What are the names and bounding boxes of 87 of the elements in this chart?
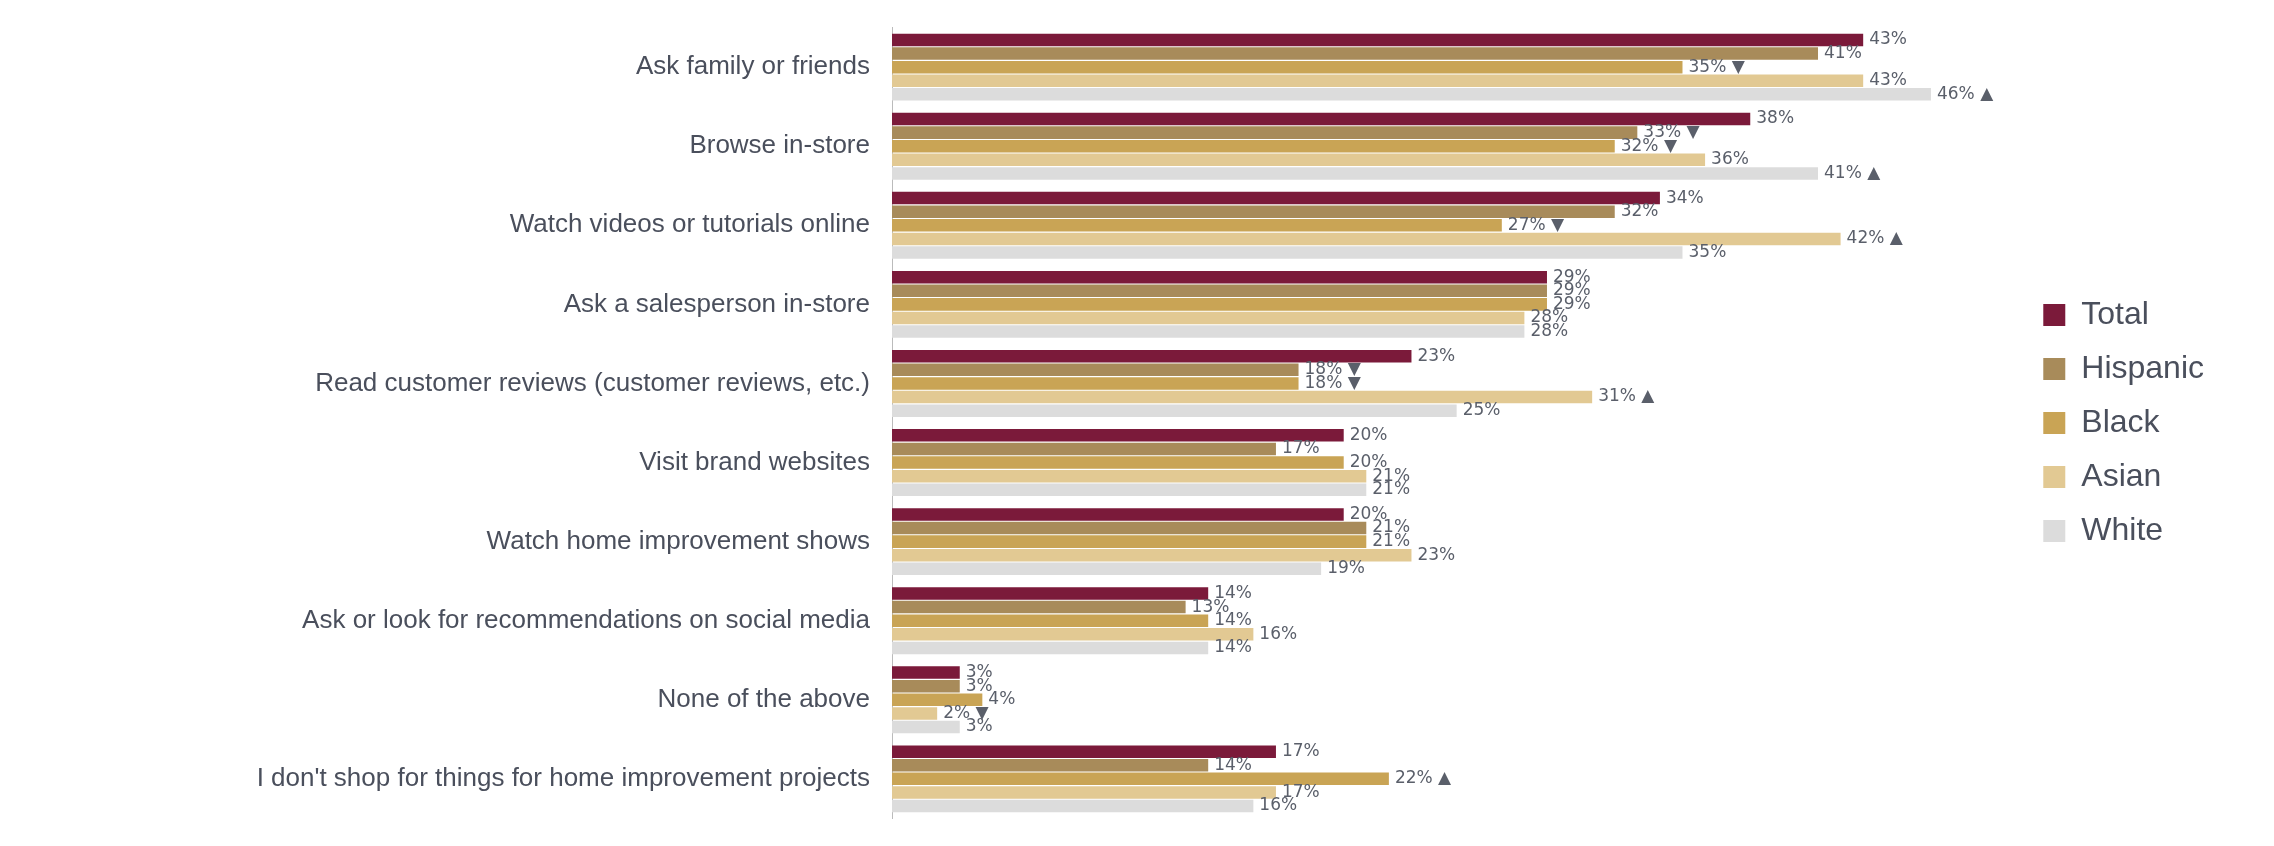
bar	[892, 628, 1254, 641]
legend-label: Asian	[2081, 456, 2162, 493]
bar	[892, 153, 1706, 167]
data-label: 46% ▲	[1936, 82, 1995, 103]
data-label: 41% ▲	[1824, 161, 1882, 182]
bar	[892, 139, 1615, 153]
data-label: 35% ▼	[1688, 55, 1746, 76]
bar	[892, 429, 1344, 442]
bar	[892, 404, 1457, 417]
bar	[892, 390, 1593, 404]
bar	[892, 600, 1186, 614]
bar	[892, 191, 1660, 205]
bar	[892, 167, 1819, 180]
bar	[892, 350, 1412, 363]
y-tick-label: Browse in-store	[689, 129, 870, 160]
data-label: 22% ▲	[1394, 767, 1453, 788]
data-label: 34%	[1665, 186, 1704, 207]
data-label: 19%	[1327, 557, 1365, 578]
bar	[892, 219, 1502, 232]
y-tick-label: Ask or look for recommendations on social media	[302, 603, 871, 634]
y-tick-label: Read customer reviews (customer reviews, etc.)	[315, 366, 870, 397]
data-label: 35%	[1688, 240, 1727, 261]
bar	[892, 284, 1547, 298]
bar	[892, 521, 1367, 535]
bar	[892, 759, 1209, 772]
data-label: 32%	[1620, 200, 1659, 221]
bar	[892, 270, 1547, 284]
bar	[892, 548, 1412, 562]
bar	[892, 483, 1367, 496]
bar	[892, 112, 1751, 126]
legend-label: White	[2081, 510, 2164, 547]
data-label: 14%	[1214, 636, 1252, 657]
y-tick-label: Visit brand websites	[639, 445, 870, 476]
bar	[892, 325, 1525, 338]
bar	[892, 707, 938, 720]
bar	[892, 508, 1344, 521]
bar	[892, 377, 1299, 390]
y-tick-label: Watch videos or tutorials online	[509, 208, 870, 239]
bar	[892, 311, 1525, 325]
bar	[892, 246, 1683, 259]
bar	[892, 614, 1209, 627]
bar	[892, 679, 960, 693]
data-label: 14%	[1214, 753, 1252, 774]
y-tick-label: None of the above	[657, 682, 870, 713]
bar	[892, 641, 1209, 655]
bar	[892, 74, 1864, 87]
bar	[892, 60, 1683, 74]
data-label: 16%	[1259, 622, 1298, 643]
data-label: 20%	[1349, 423, 1388, 444]
bar	[892, 469, 1367, 483]
data-label: 43%	[1869, 69, 1907, 90]
data-label: 17%	[1281, 437, 1320, 458]
data-label: 27% ▼	[1507, 213, 1565, 234]
y-tick-label: I don't shop for things for home improvement projects	[256, 762, 870, 793]
y-tick-label: Watch home improvement shows	[486, 524, 870, 555]
bar	[892, 745, 1276, 758]
data-label: 23%	[1417, 543, 1456, 564]
bar	[892, 562, 1322, 576]
bar	[892, 799, 1254, 813]
bar	[892, 363, 1299, 377]
legend-label: Black	[2081, 402, 2161, 439]
bar	[892, 47, 1819, 60]
bar	[892, 456, 1344, 469]
data-label: 41%	[1824, 41, 1862, 62]
bar	[892, 720, 960, 734]
bar	[892, 442, 1276, 456]
bar	[892, 88, 1931, 101]
data-label: 25%	[1462, 399, 1501, 420]
bar	[892, 205, 1615, 218]
data-label: 38%	[1756, 107, 1795, 128]
data-label: 42% ▲	[1846, 227, 1904, 248]
bar	[892, 772, 1389, 786]
y-tick-label: Ask family or friends	[635, 50, 870, 81]
bar	[892, 535, 1367, 548]
data-label: 23%	[1417, 344, 1456, 365]
bar	[892, 126, 1638, 139]
legend-label: Total	[2081, 294, 2149, 331]
data-label: 17%	[1281, 740, 1320, 761]
bar	[892, 232, 1841, 246]
data-label: 43%	[1869, 28, 1907, 49]
bar	[892, 693, 983, 707]
bar	[892, 666, 960, 679]
bar	[892, 33, 1864, 47]
legend-label: Hispanic	[2081, 348, 2204, 385]
data-label: 31% ▲	[1598, 385, 1656, 406]
data-label: 36%	[1711, 148, 1749, 169]
y-tick-label: Ask a salesperson in-store	[563, 287, 870, 318]
